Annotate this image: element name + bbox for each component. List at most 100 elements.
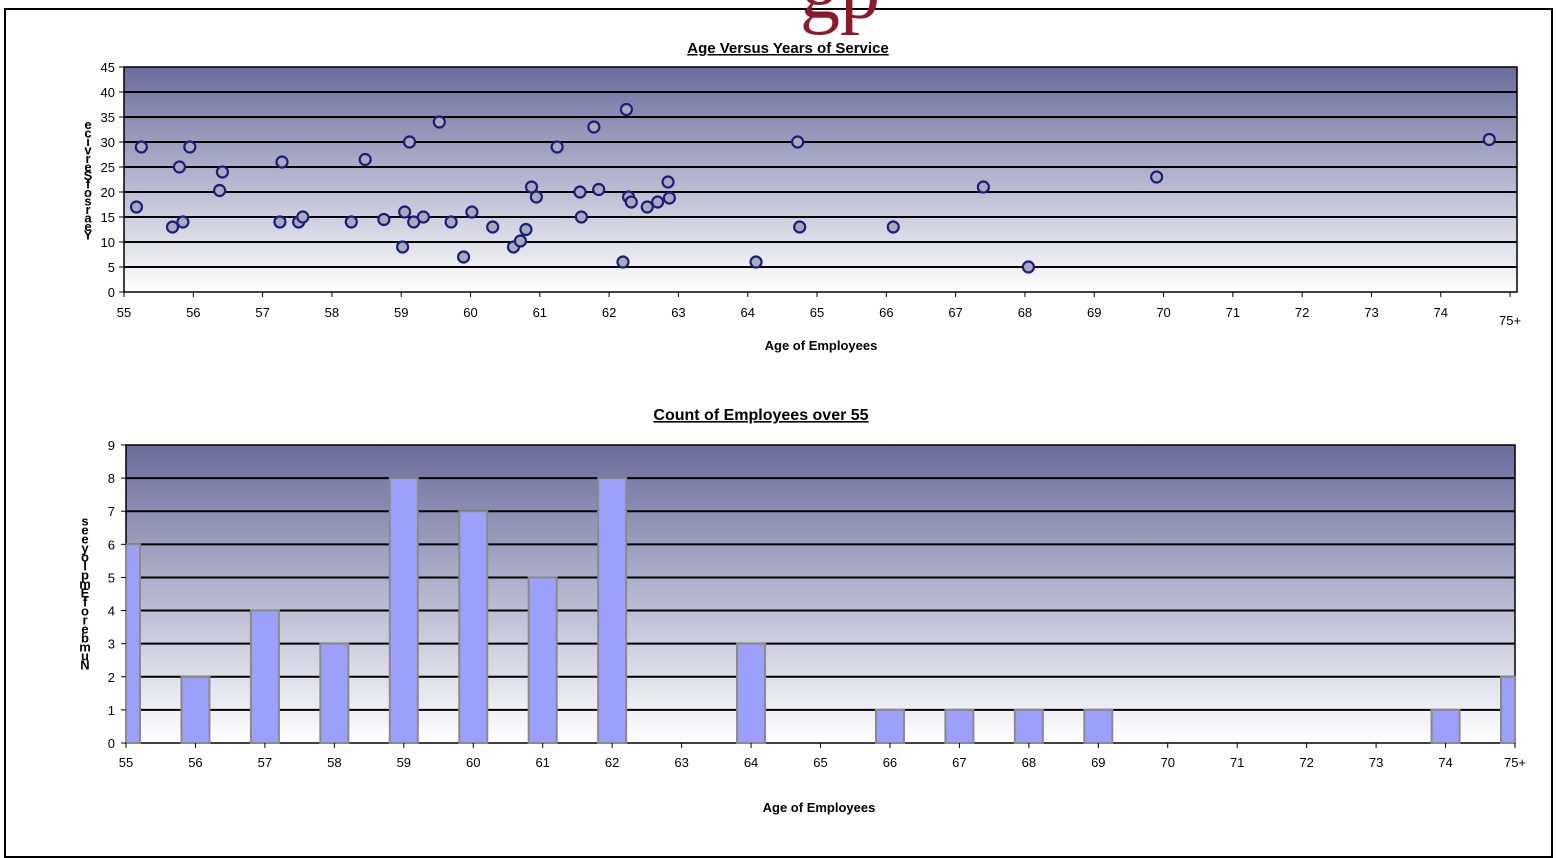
scatter-point: [273, 215, 287, 229]
scatter-point: [486, 220, 500, 234]
scatter-point: [624, 195, 638, 209]
y-axis-label-letter: p: [81, 568, 89, 583]
bar-x-tick-label: 65: [813, 755, 827, 770]
y-axis-label-letter: c: [84, 126, 91, 141]
scatter-y-tick-label: 20: [101, 185, 115, 200]
y-axis-label-letter: o: [81, 604, 89, 619]
y-axis-label-letter: e: [81, 532, 88, 547]
bar-y-tick-label: 4: [108, 604, 115, 619]
bar: [388, 477, 419, 744]
scatter-point: [396, 240, 410, 254]
bar: [874, 708, 905, 745]
scatter-y-tick-label: 45: [101, 60, 115, 75]
scatter-x-tick-label: 59: [394, 305, 408, 320]
bar: [125, 543, 141, 744]
bar-x-tick-label: 56: [188, 755, 202, 770]
y-axis-label-letter: e: [84, 219, 91, 234]
scatter-x-tick-label: 64: [740, 305, 754, 320]
scatter-point: [651, 195, 665, 209]
y-axis-label-letter: y: [81, 541, 89, 556]
scatter-point: [377, 212, 391, 227]
scatter-point: [1021, 260, 1036, 274]
y-axis-label-letter: E: [81, 586, 90, 601]
scatter-x-tick-label: 58: [325, 305, 339, 320]
bar: [527, 576, 558, 745]
scatter-x-tick-label: 60: [463, 305, 477, 320]
bar: [944, 708, 975, 745]
scatter-x-ticks: 55 56 57 58 59 60 61 62 63 64 65 66 67 68 69 70 71 72 73 74…: [117, 292, 1521, 328]
scatter-x-tick-label: 62: [602, 305, 616, 320]
scatter-point: [749, 255, 763, 269]
y-axis-label-letter: r: [85, 151, 90, 166]
bar-y-tick-label: 5: [108, 570, 115, 585]
scatter-x-tick-label: 65: [810, 305, 824, 320]
scatter-point: [574, 210, 589, 224]
scatter-x-tick-label: 70: [1156, 305, 1170, 320]
scatter-points: [129, 102, 1496, 274]
bar-x-tick-label: 75+: [1504, 755, 1526, 770]
scatter-point: [456, 250, 471, 264]
bar-x-tick-label: 66: [883, 755, 897, 770]
scatter-point: [416, 210, 430, 224]
y-axis-label-letter: v: [84, 143, 92, 158]
scatter-chart-title: Age Versus Years of Service: [687, 40, 889, 57]
bar: [249, 609, 280, 744]
scatter-point: [183, 140, 197, 154]
bar-x-axis-label: Age of Employees: [763, 800, 876, 815]
scatter-y-tick-label: 40: [101, 85, 115, 100]
scatter-plot-area: [123, 66, 1518, 293]
background-title-fragment-icon: gp: [800, 0, 880, 32]
bar-bars: [125, 477, 1516, 745]
scatter-point: [134, 140, 148, 154]
scatter-point: [296, 210, 310, 224]
scatter-y-tick-label: 25: [101, 160, 115, 175]
scatter-x-tick-label: 56: [186, 305, 200, 320]
scatter-gridlines: [124, 91, 1517, 268]
scatter-x-tick-label: 57: [255, 305, 269, 320]
scatter-x-tick-label: 73: [1364, 305, 1378, 320]
scatter-point: [619, 102, 634, 117]
scatter-x-tick-label: 74: [1434, 305, 1448, 320]
scatter-x-tick-label: 72: [1295, 305, 1309, 320]
scatter-point: [358, 152, 372, 167]
y-axis-label-letter: f: [86, 177, 91, 192]
bar-y-tick-label: 7: [108, 504, 115, 519]
y-axis-label-letter: e: [81, 523, 88, 538]
scatter-x-tick-label: 67: [948, 305, 962, 320]
scatter-x-tick-label: 63: [671, 305, 685, 320]
scatter-x-tick-label: 71: [1226, 305, 1240, 320]
bar-x-tick-label: 58: [327, 755, 341, 770]
bar-y-tick-label: 1: [108, 703, 115, 718]
y-axis-label-letter: u: [81, 649, 89, 664]
scatter-point: [165, 220, 180, 234]
scatter-point: [550, 140, 564, 154]
bar: [597, 477, 628, 744]
bar: [180, 675, 211, 744]
scatter-x-tick-label: 61: [533, 305, 547, 320]
bar: [736, 642, 767, 745]
scatter-x-tick-label: 68: [1018, 305, 1032, 320]
bar-y-tick-label: 6: [108, 537, 115, 552]
bar-y-tick-label: 0: [108, 736, 115, 751]
y-axis-label-letter: r: [82, 613, 87, 628]
bar-x-tick-label: 73: [1369, 755, 1383, 770]
y-axis-label-letter: N: [80, 658, 89, 673]
y-axis-label-letter: e: [84, 160, 91, 175]
bar-y-ticks: 0 1 2 3 4 5 6 7 8 9: [108, 438, 126, 751]
y-axis-label-letter: o: [84, 185, 92, 200]
bar-x-tick-label: 61: [535, 755, 549, 770]
scatter-y-tick-label: 5: [108, 260, 115, 275]
scatter-point: [398, 205, 412, 219]
scatter-y-tick-label: 15: [101, 210, 115, 225]
bar-x-tick-label: 57: [258, 755, 272, 770]
bar-x-tick-label: 68: [1022, 755, 1036, 770]
y-axis-label-letter: f: [83, 595, 88, 610]
bar-y-tick-label: 9: [108, 438, 115, 453]
scatter-point: [592, 182, 606, 197]
bar-y-tick-label: 2: [108, 670, 115, 685]
y-axis-label-letter: Y: [84, 228, 93, 243]
bar-x-tick-label: 62: [605, 755, 619, 770]
